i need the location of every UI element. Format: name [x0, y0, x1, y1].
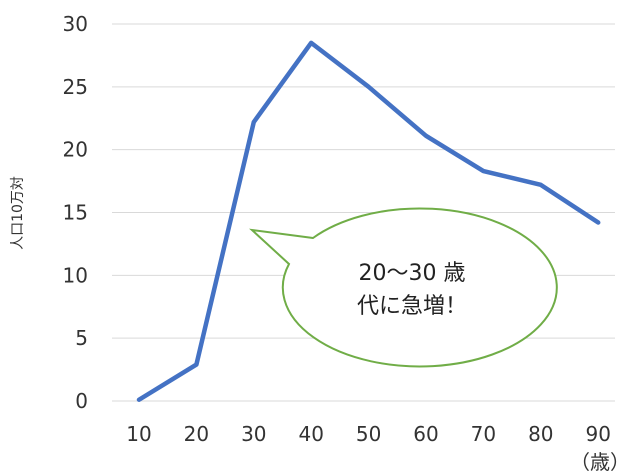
x-tick-label: 30 [241, 422, 266, 446]
x-axis-unit: （歳） [570, 450, 627, 472]
y-tick-label: 30 [63, 12, 88, 36]
series-line [136, 40, 601, 402]
y-tick-label: 25 [63, 75, 88, 99]
y-tick-labels: 0 5 10 15 20 25 30 [63, 12, 88, 413]
callout-annotation: 20～30 歳 代に急増！ [248, 207, 558, 368]
x-tick-label: 60 [413, 422, 438, 446]
y-tick-label: 15 [63, 201, 88, 225]
x-tick-label: 10 [126, 422, 151, 446]
y-tick-label: 20 [63, 138, 88, 162]
callout-line-1: 20～30 歳 [359, 261, 466, 286]
x-tick-label: 40 [298, 422, 323, 446]
x-tick-label: 80 [528, 422, 553, 446]
series-layer [136, 40, 601, 402]
y-axis-label: 人口10万対 [10, 176, 26, 250]
y-tick-label: 10 [63, 263, 88, 287]
x-tick-label: 90 [585, 422, 610, 446]
y-tick-label: 0 [75, 389, 88, 413]
x-tick-labels: 10 20 30 40 50 60 70 80 90 [126, 422, 611, 446]
y-tick-label: 5 [75, 326, 88, 350]
callout-line-2: 代に急増！ [357, 294, 467, 319]
callout-bubble [248, 207, 558, 368]
x-tick-label: 20 [184, 422, 209, 446]
x-tick-label: 70 [471, 422, 496, 446]
x-tick-label: 50 [356, 422, 381, 446]
